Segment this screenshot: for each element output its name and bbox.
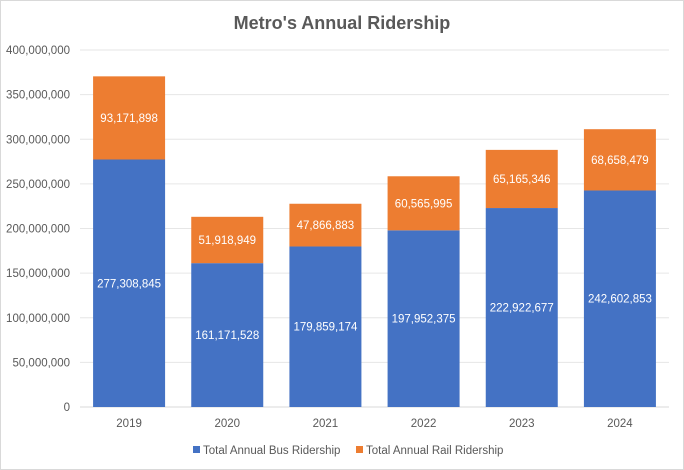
legend-label: Total Annual Rail Ridership (366, 445, 503, 457)
y-tick-label: 100,000,000 (6, 313, 70, 325)
data-label: 242,602,853 (588, 294, 652, 306)
data-label: 68,658,479 (591, 155, 649, 167)
y-tick-label: 150,000,000 (6, 268, 70, 280)
data-label: 93,171,898 (100, 113, 158, 125)
bar-segment-rail (485, 149, 558, 209)
bar-segment-bus (485, 208, 558, 407)
data-label: 161,171,528 (195, 330, 259, 342)
data-label: 277,308,845 (97, 278, 161, 290)
data-label: 60,565,995 (395, 198, 453, 210)
y-tick-label: 350,000,000 (6, 90, 70, 102)
x-tick-label: 2023 (509, 418, 535, 430)
y-tick-label: 250,000,000 (6, 179, 70, 191)
bar-segment-bus (583, 190, 656, 407)
bar-segment-bus (191, 263, 264, 407)
bar-segment-rail (191, 216, 264, 264)
data-label: 47,866,883 (297, 220, 355, 232)
x-tick-label: 2022 (411, 418, 437, 430)
x-tick-label: 2020 (214, 418, 240, 430)
bar-segment-bus (93, 159, 166, 407)
bar-segment-rail (93, 76, 166, 160)
bar-segment-bus (289, 246, 362, 407)
y-tick-label: 50,000,000 (12, 357, 70, 369)
chart-title: Metro's Annual Ridership (234, 13, 451, 33)
data-label: 179,859,174 (293, 322, 358, 334)
x-tick-label: 2019 (116, 418, 142, 430)
bar-segment-bus (387, 230, 460, 407)
legend-swatch (356, 446, 363, 453)
data-label: 51,918,949 (198, 235, 256, 247)
x-tick-label: 2024 (607, 418, 633, 430)
y-tick-label: 300,000,000 (6, 134, 70, 146)
legend-label: Total Annual Bus Ridership (203, 445, 340, 457)
legend-swatch (193, 446, 200, 453)
data-label: 197,952,375 (392, 314, 456, 326)
y-tick-label: 0 (64, 402, 70, 414)
x-tick-label: 2021 (313, 418, 339, 430)
data-label: 65,165,346 (493, 174, 551, 186)
bar-segment-rail (289, 203, 362, 247)
bar-segment-rail (387, 176, 460, 231)
y-tick-label: 200,000,000 (6, 224, 70, 236)
data-label: 222,922,677 (490, 303, 554, 315)
y-tick-label: 400,000,000 (6, 45, 70, 57)
bar-segment-rail (583, 129, 656, 191)
